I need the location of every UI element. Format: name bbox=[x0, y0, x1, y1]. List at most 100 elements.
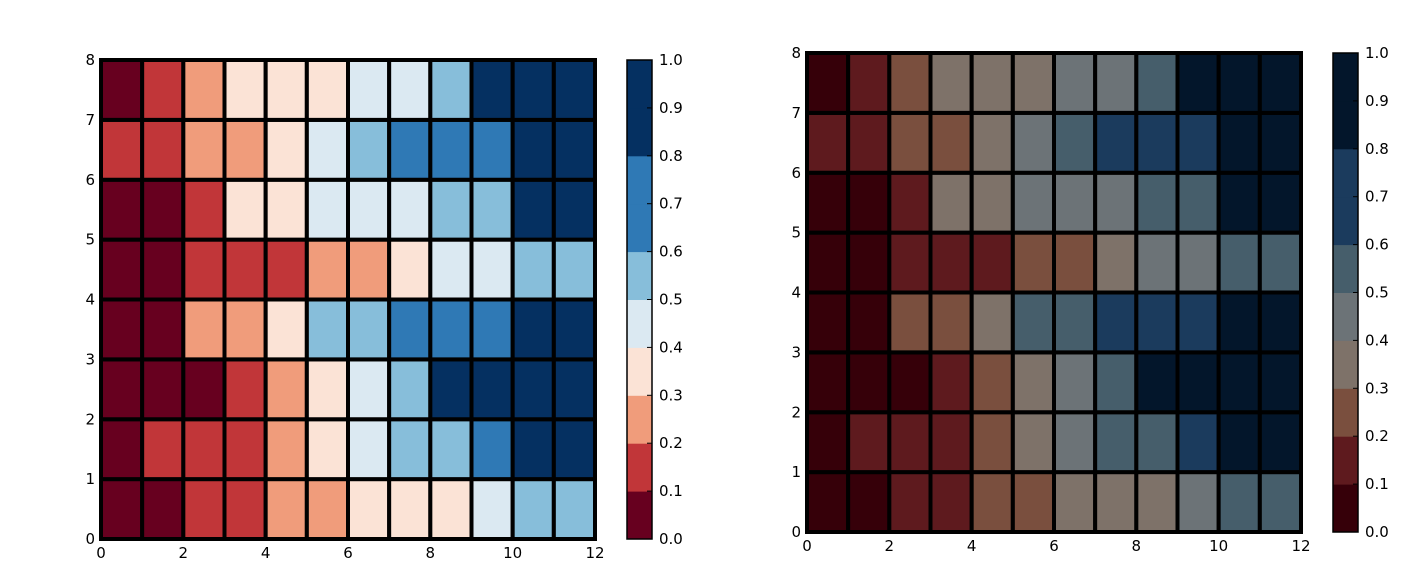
cell-r1-c3 bbox=[928, 410, 974, 475]
y-tick-label: 1 bbox=[85, 470, 95, 488]
cell-r2-c9 bbox=[469, 357, 515, 422]
cell-r5-c3 bbox=[222, 177, 268, 242]
x-tick-label: 8 bbox=[1132, 537, 1142, 555]
cell-r0-c0 bbox=[805, 470, 851, 534]
cell-r0-c8 bbox=[428, 477, 474, 541]
colorbar-segment bbox=[627, 491, 652, 540]
cell-r7-c1 bbox=[846, 51, 892, 115]
cell-r5-c11 bbox=[1257, 170, 1304, 235]
y-tick-label: 2 bbox=[791, 403, 801, 421]
cell-r7-c1 bbox=[140, 58, 186, 122]
cell-r2-c11 bbox=[551, 357, 597, 422]
cell-r5-c10 bbox=[510, 177, 556, 242]
cell-r4-c0 bbox=[805, 230, 851, 295]
cell-r3-c3 bbox=[222, 297, 268, 362]
cell-r2-c2 bbox=[887, 350, 933, 415]
cell-r6-c10 bbox=[510, 117, 556, 182]
heatmap-left: 0 2 4 6 8 10 120123456780.00.10.20.30.40.50.60… bbox=[85, 51, 682, 562]
colorbar-tick-label: 0.0 bbox=[659, 530, 683, 548]
cell-r0-c4 bbox=[969, 470, 1015, 534]
colorbar-tick-label: 0.2 bbox=[659, 434, 683, 452]
cell-r4-c4 bbox=[263, 237, 309, 302]
cell-r2-c1 bbox=[140, 357, 186, 422]
cell-r2-c7 bbox=[387, 357, 433, 422]
cell-r2-c8 bbox=[428, 357, 474, 422]
cell-r0-c5 bbox=[1010, 470, 1056, 534]
cell-r4-c0 bbox=[99, 237, 145, 302]
cell-r3-c10 bbox=[1216, 290, 1262, 355]
cell-r0-c1 bbox=[140, 477, 186, 541]
cell-r4-c3 bbox=[928, 230, 974, 295]
colorbar-segment bbox=[1333, 244, 1358, 293]
cell-r0-c5 bbox=[304, 477, 351, 541]
cell-r5-c4 bbox=[969, 170, 1015, 235]
cell-r3-c9 bbox=[1175, 290, 1221, 355]
cell-r3-c2 bbox=[887, 290, 933, 355]
cell-r5-c1 bbox=[846, 170, 892, 235]
cell-r0-c10 bbox=[1216, 470, 1262, 534]
cell-r5-c0 bbox=[99, 177, 145, 242]
colorbar-segment bbox=[1333, 436, 1358, 485]
cell-r6-c4 bbox=[263, 117, 309, 182]
cell-r4-c10 bbox=[510, 237, 556, 302]
cell-r6-c2 bbox=[887, 110, 933, 175]
cell-r4-c5 bbox=[1010, 230, 1056, 295]
cell-r4-c11 bbox=[551, 237, 597, 302]
cell-r5-c9 bbox=[469, 177, 515, 242]
cell-r2-c9 bbox=[1175, 350, 1221, 415]
x-tick-label: 8 bbox=[426, 544, 436, 562]
y-tick-label: 8 bbox=[791, 44, 801, 62]
cell-r4-c7 bbox=[1093, 230, 1139, 295]
cell-r1-c4 bbox=[969, 410, 1015, 475]
cell-r4-c9 bbox=[1175, 230, 1221, 295]
cell-r6-c3 bbox=[928, 110, 974, 175]
cell-r4-c2 bbox=[181, 237, 227, 302]
x-tick-label: 4 bbox=[967, 537, 977, 555]
x-tick-label: 2 bbox=[885, 537, 895, 555]
y-tick-label: 0 bbox=[791, 523, 801, 541]
colorbar-segment bbox=[1333, 100, 1358, 150]
cell-r7-c11 bbox=[1257, 51, 1304, 115]
cell-r0-c11 bbox=[1257, 470, 1304, 534]
cell-r1-c2 bbox=[181, 417, 227, 482]
cell-r0-c6 bbox=[1052, 470, 1098, 534]
cell-r4-c8 bbox=[428, 237, 474, 302]
cell-r7-c3 bbox=[222, 58, 268, 122]
y-tick-label: 1 bbox=[791, 463, 801, 481]
colorbar-segment bbox=[627, 299, 652, 348]
cell-r4-c2 bbox=[887, 230, 933, 295]
cell-r7-c5 bbox=[304, 58, 351, 122]
cell-r7-c2 bbox=[887, 51, 933, 115]
cell-r6-c6 bbox=[346, 117, 392, 182]
cell-r2-c0 bbox=[99, 357, 145, 422]
cell-r1-c8 bbox=[428, 417, 474, 482]
cell-r3-c11 bbox=[551, 297, 597, 362]
cell-r5-c5 bbox=[1010, 170, 1056, 235]
cell-r0-c2 bbox=[181, 477, 227, 541]
colorbar-tick-label: 0.4 bbox=[1365, 331, 1389, 349]
x-tick-label: 12 bbox=[585, 544, 604, 562]
cell-r2-c5 bbox=[1010, 350, 1056, 415]
cell-r4-c8 bbox=[1134, 230, 1180, 295]
cell-r3-c11 bbox=[1257, 290, 1304, 355]
cell-r7-c0 bbox=[99, 58, 145, 122]
cell-r3-c4 bbox=[969, 290, 1015, 355]
colorbar-tick-label: 0.4 bbox=[659, 338, 683, 356]
cell-r7-c10 bbox=[510, 58, 556, 122]
cell-r6-c7 bbox=[1093, 110, 1139, 175]
cell-r0-c9 bbox=[469, 477, 515, 541]
cell-r7-c0 bbox=[805, 51, 851, 115]
cell-r7-c6 bbox=[346, 58, 392, 122]
cell-r3-c3 bbox=[928, 290, 974, 355]
cell-r2-c7 bbox=[1093, 350, 1139, 415]
cell-r1-c9 bbox=[469, 417, 515, 482]
cell-r7-c4 bbox=[969, 51, 1015, 115]
cell-r5-c0 bbox=[805, 170, 851, 235]
cell-r7-c5 bbox=[1010, 51, 1056, 115]
colorbar-tick-label: 0.9 bbox=[1365, 92, 1389, 110]
cell-r1-c2 bbox=[887, 410, 933, 475]
cell-r2-c1 bbox=[846, 350, 892, 415]
cell-r1-c0 bbox=[805, 410, 851, 475]
cell-r3-c6 bbox=[346, 297, 392, 362]
cell-r7-c4 bbox=[263, 58, 309, 122]
